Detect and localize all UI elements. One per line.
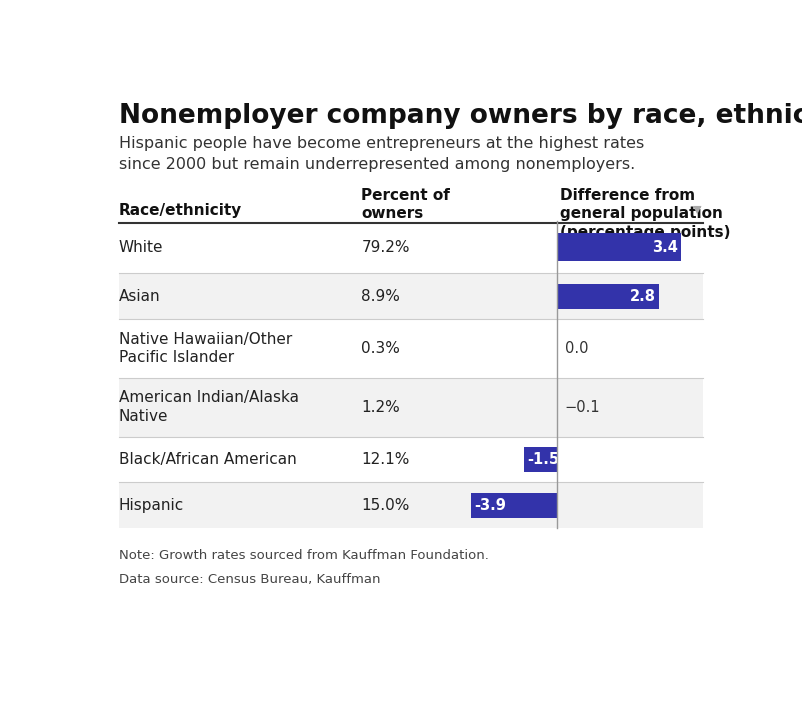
Bar [557, 284, 659, 309]
Text: -1.5: -1.5 [528, 452, 560, 467]
Text: 79.2%: 79.2% [362, 240, 410, 255]
Text: Hispanic people have become entrepreneurs at the highest rates
since 2000 but re: Hispanic people have become entrepreneur… [119, 136, 644, 172]
Text: Race/ethnicity: Race/ethnicity [119, 203, 242, 218]
Text: 0.0: 0.0 [565, 341, 588, 356]
Text: Asian: Asian [119, 289, 160, 303]
Text: Note: Growth rates sourced from Kauffman Foundation.: Note: Growth rates sourced from Kauffman… [119, 550, 488, 563]
Text: 15.0%: 15.0% [362, 498, 410, 513]
Text: Native Hawaiian/Other
Pacific Islander: Native Hawaiian/Other Pacific Islander [119, 332, 292, 365]
Bar [524, 447, 557, 472]
Bar [119, 482, 703, 529]
Bar [471, 493, 557, 518]
Text: -3.9: -3.9 [475, 498, 507, 513]
Text: American Indian/Alaska
Native: American Indian/Alaska Native [119, 391, 299, 424]
Text: Data source: Census Bureau, Kauffman: Data source: Census Bureau, Kauffman [119, 573, 380, 586]
Text: White: White [119, 240, 164, 255]
Text: −0.1: −0.1 [565, 399, 600, 415]
Text: 3.4: 3.4 [652, 240, 678, 255]
Text: Black/African American: Black/African American [119, 452, 297, 467]
Bar [119, 273, 703, 319]
Text: 1.2%: 1.2% [362, 399, 400, 415]
Text: Percent of
owners: Percent of owners [362, 188, 450, 221]
Text: ▼: ▼ [693, 205, 701, 214]
Bar [119, 319, 703, 378]
Text: 0.3%: 0.3% [362, 341, 400, 356]
Bar [557, 233, 681, 261]
Text: 12.1%: 12.1% [362, 452, 410, 467]
Bar [119, 221, 703, 273]
Text: Difference from
general population
(percentage points): Difference from general population (perc… [561, 188, 731, 240]
Bar [119, 378, 703, 436]
Text: Nonemployer company owners by race, ethnicity: Nonemployer company owners by race, ethn… [119, 103, 802, 129]
Text: 8.9%: 8.9% [362, 289, 400, 303]
Bar [119, 436, 703, 482]
Text: 2.8: 2.8 [630, 289, 655, 303]
Text: Hispanic: Hispanic [119, 498, 184, 513]
